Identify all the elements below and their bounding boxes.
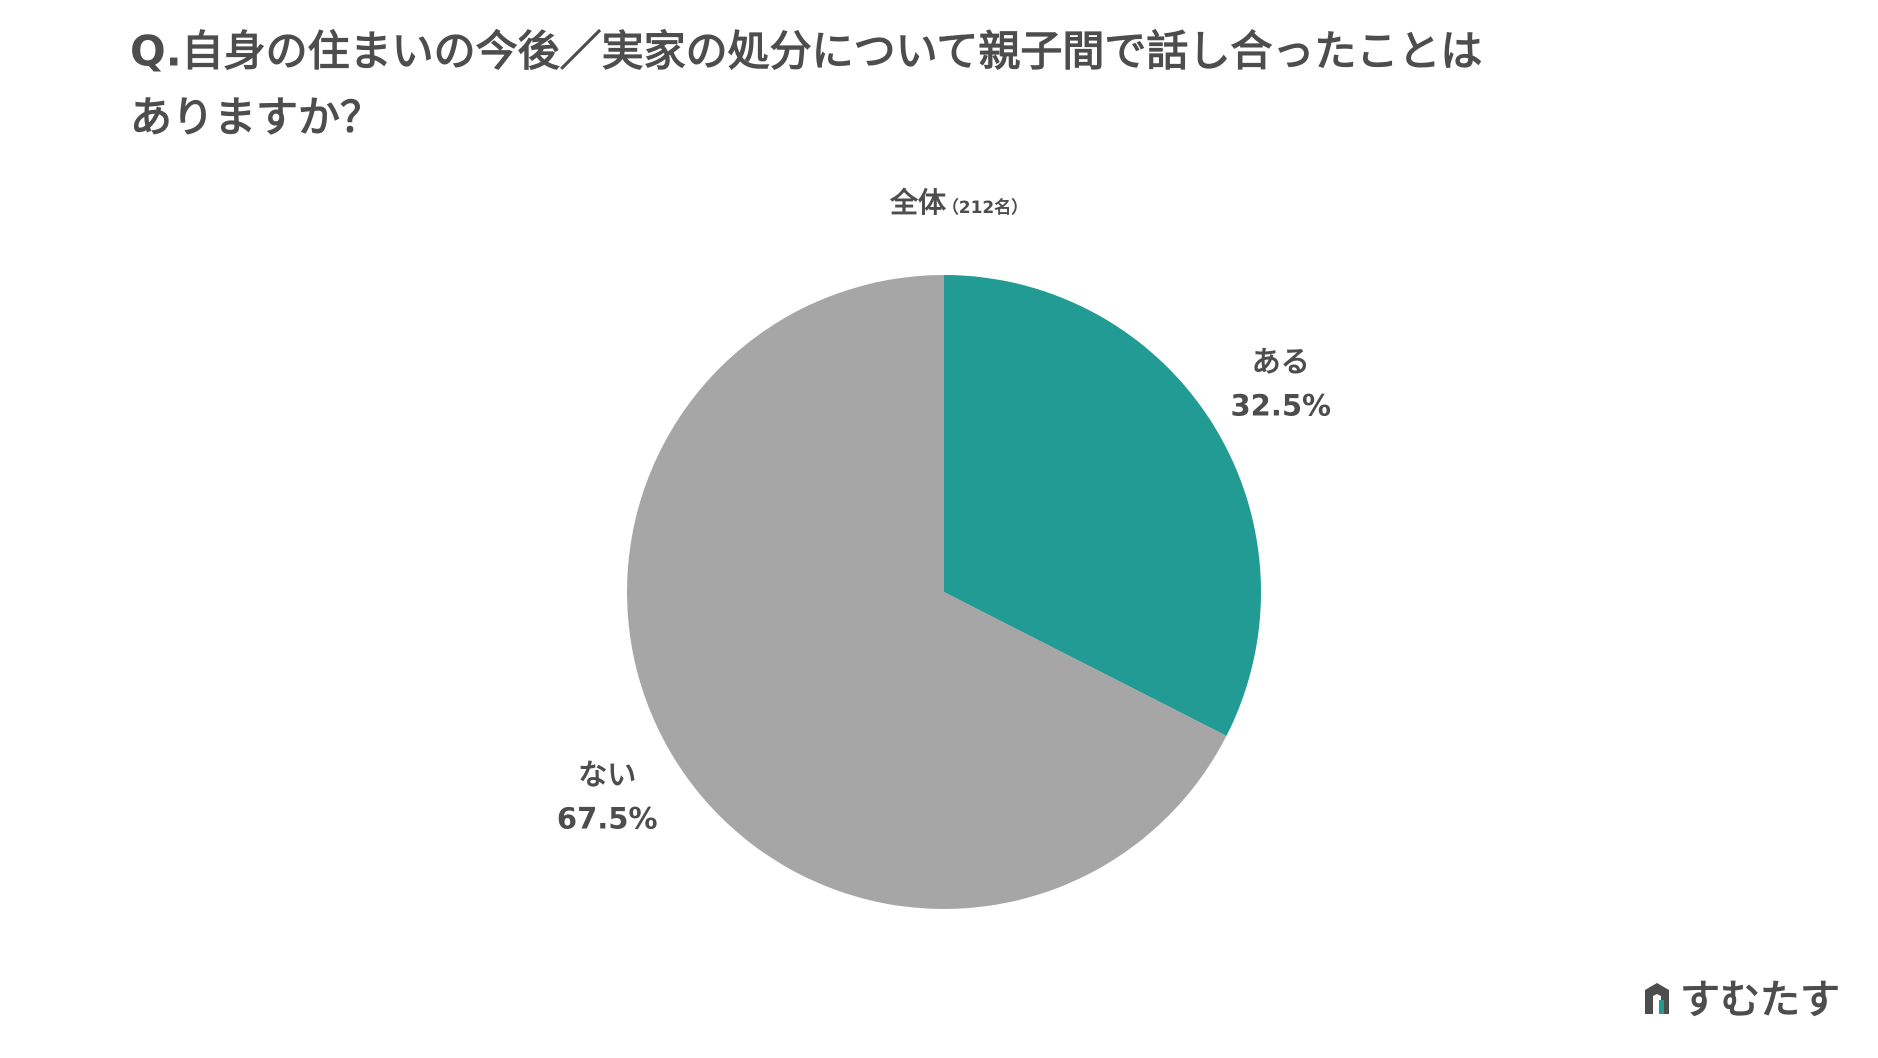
slice-label: ない — [578, 757, 636, 791]
pie-slice — [627, 275, 1227, 910]
chart-subtitle: 全体 — [889, 186, 947, 219]
value-label: 32.5% — [1230, 389, 1331, 423]
logo: すむたす — [1645, 977, 1840, 1023]
chart-title: ありますか？ — [130, 93, 382, 142]
sample-size: （212名） — [942, 197, 1029, 218]
pie-slice — [944, 275, 1261, 736]
logo-icon-accent — [1659, 1000, 1664, 1014]
slice-label: ある — [1252, 345, 1310, 379]
value-label: 67.5% — [557, 801, 658, 835]
chart-title: Q.自身の住まいの今後／実家の処分について親子間で話し合ったことは — [130, 27, 1482, 76]
logo-text: すむたす — [1680, 977, 1840, 1023]
